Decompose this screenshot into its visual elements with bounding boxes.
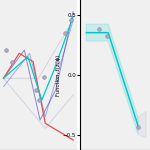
Polygon shape	[86, 24, 138, 134]
Point	[38, 99, 40, 101]
Point	[106, 35, 108, 38]
Point	[69, 19, 72, 21]
Y-axis label: Function, f(z, ϕ): Function, f(z, ϕ)	[56, 54, 61, 96]
Point	[64, 32, 67, 34]
Polygon shape	[138, 111, 146, 138]
Point	[55, 60, 58, 63]
Point	[137, 126, 139, 128]
Point	[5, 49, 7, 51]
Point	[43, 75, 46, 78]
Point	[11, 60, 13, 63]
Point	[98, 28, 101, 30]
Point	[34, 89, 37, 91]
